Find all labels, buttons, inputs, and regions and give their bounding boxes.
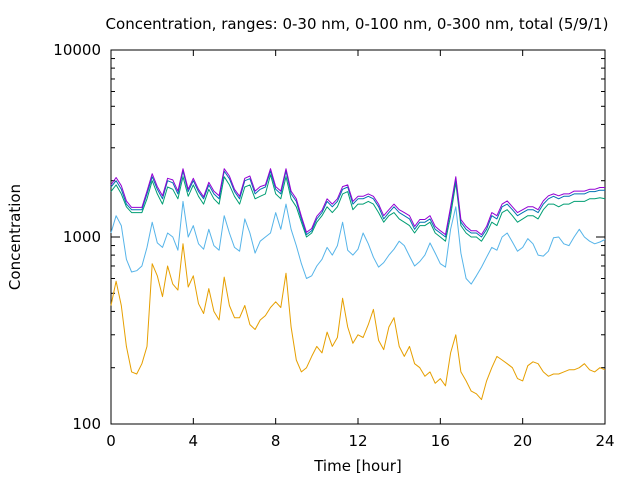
series-line-1 xyxy=(110,200,606,285)
x-axis-label: Time [hour] xyxy=(313,457,402,475)
x-tick-label: 16 xyxy=(431,432,450,450)
axis-ticks: 0 4 8 12 16 20 24 100 1000 10000 xyxy=(53,41,614,450)
x-tick-label: 4 xyxy=(189,432,199,450)
x-tick-label: 12 xyxy=(348,432,367,450)
y-axis-label: Concentration xyxy=(6,184,24,290)
series-lines xyxy=(110,168,606,401)
y-tick-label: 100 xyxy=(72,415,101,433)
series-line-4 xyxy=(110,168,605,236)
x-tick-label: 8 xyxy=(271,432,281,450)
chart-title: Concentration, ranges: 0-30 nm, 0-100 nm… xyxy=(106,15,609,33)
y-tick-label: 10000 xyxy=(53,41,101,59)
series-line-0 xyxy=(110,243,606,401)
series-line-3 xyxy=(110,170,605,238)
y-tick-label: 1000 xyxy=(63,228,101,246)
series-line-2 xyxy=(110,174,606,242)
x-tick-label: 0 xyxy=(106,432,116,450)
x-tick-label: 24 xyxy=(595,432,614,450)
plot-frame xyxy=(110,49,606,425)
x-tick-label: 20 xyxy=(513,432,532,450)
